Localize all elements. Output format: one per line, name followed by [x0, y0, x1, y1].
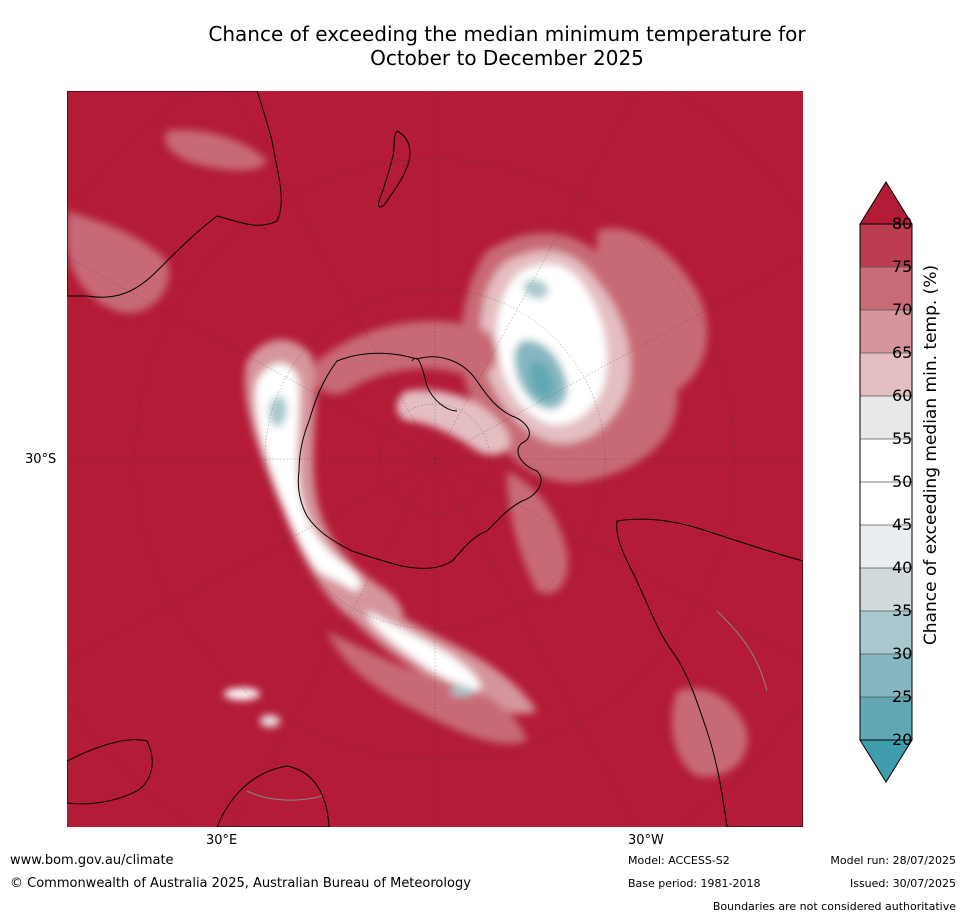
- colorbar-band: [860, 353, 912, 397]
- south-america-outline: [616, 518, 803, 827]
- colorbar-band: [860, 568, 912, 612]
- graticule: [67, 91, 803, 827]
- colorbar-tick-label: 30: [892, 644, 913, 663]
- colorbar-frame: [859, 223, 913, 741]
- title-line-1: Chance of exceeding the median minimum t…: [208, 22, 806, 46]
- colorbar-band: [860, 611, 912, 655]
- colorbar: [859, 181, 913, 783]
- longitude-label-west: 30°W: [628, 833, 664, 848]
- colorbar-title: Chance of exceeding median min. temp. (%…: [921, 264, 941, 646]
- colorbar-tick-label: 75: [892, 257, 913, 276]
- colorbar-tick-label: 50: [892, 472, 913, 491]
- map-canvas: [67, 91, 803, 827]
- disclaimer-text: Boundaries are not considered authoritat…: [712, 900, 956, 913]
- antarctica-outline: [297, 352, 542, 569]
- colorbar-tick-label: 35: [892, 601, 913, 620]
- colorbar-band: [860, 654, 912, 698]
- website-link[interactable]: www.bom.gov.au/climate: [10, 853, 174, 868]
- colorbar-tick-label: 25: [892, 687, 913, 706]
- map-panel: [67, 91, 803, 827]
- colorbar-band: [860, 697, 912, 741]
- issued-text: Issued: 30/07/2025: [849, 877, 956, 890]
- colorbar-band: [860, 525, 912, 569]
- australia-outline: [67, 91, 282, 298]
- colorbar-tick-label: 45: [892, 515, 913, 534]
- colorbar-tick-label: 40: [892, 558, 913, 577]
- colorbar-band: [860, 310, 912, 354]
- africa-outline: [67, 739, 330, 827]
- copyright-text: © Commonwealth of Australia 2025, Austra…: [10, 876, 471, 891]
- title-line-2: October to December 2025: [370, 46, 644, 70]
- colorbar-tick-label: 70: [892, 300, 913, 319]
- new-zealand-outline: [378, 130, 411, 208]
- colorbar-tick-label: 20: [892, 730, 913, 749]
- colorbar-band: [860, 439, 912, 483]
- map-title: Chance of exceeding the median minimum t…: [67, 22, 947, 70]
- colorbar-tick-label: 55: [892, 429, 913, 448]
- colorbar-tick-label: 65: [892, 343, 913, 362]
- colorbar-tick-label: 60: [892, 386, 913, 405]
- latitude-label: 30°S: [25, 452, 57, 467]
- colorbar-band: [860, 396, 912, 440]
- model-run-text: Model run: 28/07/2025: [830, 854, 956, 867]
- colorbar-band: [860, 482, 912, 526]
- colorbar-band: [860, 224, 912, 268]
- colorbar-tick-label: 80: [892, 214, 913, 233]
- model-text: Model: ACCESS-S2: [628, 854, 730, 867]
- probability-contours: [67, 130, 748, 777]
- base-period-text: Base period: 1981-2018: [628, 877, 761, 890]
- longitude-label-east: 30°E: [206, 833, 238, 848]
- colorbar-band: [860, 267, 912, 311]
